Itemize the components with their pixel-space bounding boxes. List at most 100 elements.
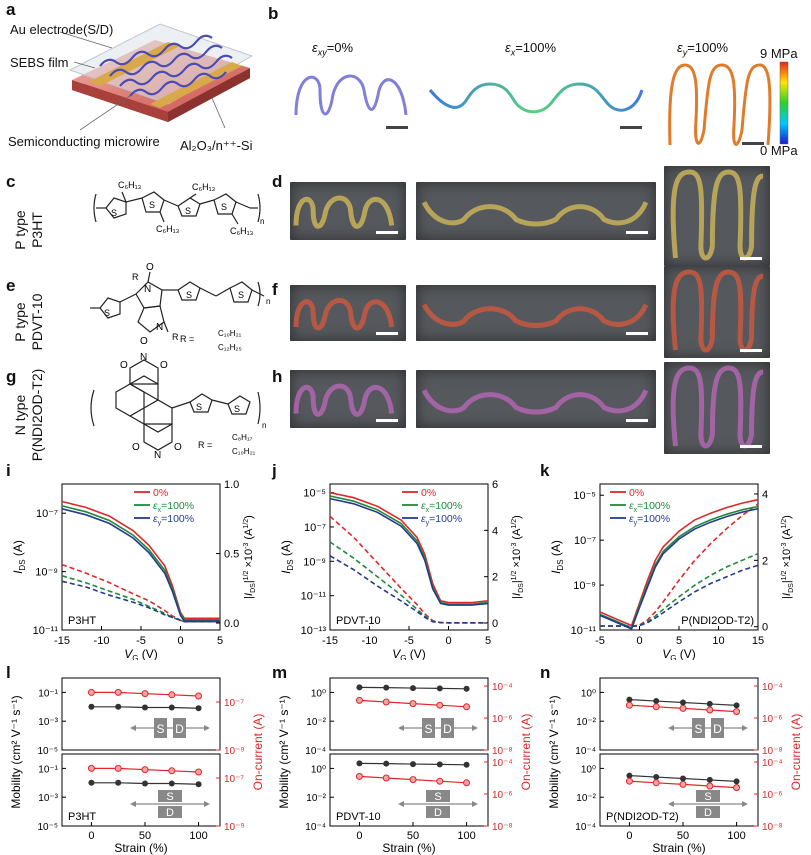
oncurrent-point (436, 701, 444, 709)
oncurrent-point (355, 772, 363, 780)
scale-bar (376, 419, 398, 422)
series-line-log (329, 495, 489, 605)
pdvt-atom-n-1: N (144, 284, 151, 295)
oncurrent-point (409, 776, 417, 784)
panel-label-j: j (272, 461, 277, 480)
material-label-ndi: N type P(NDI2OD-T2) (12, 365, 48, 465)
arrow-head-right (204, 725, 210, 731)
y-right-tick-label: 0.5 (224, 549, 239, 561)
x-axis-label: VG (V) (124, 647, 158, 660)
ndi-atom-n-2: N (154, 450, 161, 461)
y-right-tick-label: 2 (762, 555, 768, 567)
ndi-atom-o-4: O (174, 442, 182, 453)
y-right-tick-label: 0 (492, 618, 498, 630)
y-left-tick-label: 10⁻³ (38, 717, 58, 728)
mobility-point (383, 684, 390, 691)
pdvt-atom-s-2: S (186, 290, 192, 300)
series-line-sqrt (600, 552, 759, 628)
panel-label-b: b (268, 4, 279, 23)
y-right-axis-label: On-current (A) (519, 714, 533, 791)
fem-strain-maps (294, 61, 789, 146)
mobility-point (463, 761, 470, 768)
x-tick-label: 50 (139, 830, 151, 842)
source-label: S (694, 722, 702, 736)
x-tick-label: 0 (626, 830, 632, 842)
series-line-log (599, 507, 759, 630)
sub-c6h13-2: C₆H₁₃ (156, 224, 180, 234)
arrow-head-right (204, 801, 210, 807)
source-label: S (424, 722, 432, 736)
source-label: S (704, 791, 711, 803)
panel-label-g: g (6, 367, 17, 386)
fem-wire-y-stretched (668, 63, 772, 146)
scale-bar (740, 445, 762, 448)
y-left-tick-label: 10⁻¹¹ (33, 625, 59, 637)
oncurrent-point (436, 777, 444, 785)
atom-s-3: S (185, 206, 191, 216)
chart-mobility-p3ht: 10⁻⁵10⁻³10⁻¹10⁻⁹10⁻⁷S D10⁻⁵10⁻³10⁻¹10⁻⁹10… (9, 677, 265, 855)
substrate-side-front (72, 80, 168, 122)
series-line-log (329, 491, 489, 604)
mobility-point (653, 774, 660, 781)
y-left-tick-label: 10⁻⁵ (303, 488, 326, 500)
mobility-point (626, 772, 633, 779)
scale-bar (740, 349, 762, 352)
ndi-repeat-n: n (262, 421, 266, 430)
legend-label: εx=100% (153, 500, 194, 514)
y-right-tick-label: 10⁻⁴ (762, 758, 783, 769)
material-name: P3HT (68, 615, 96, 627)
oncurrent-point (625, 777, 633, 785)
arrow-head-left (398, 801, 404, 807)
oncurrent-point (463, 703, 471, 711)
repeat-n-p3ht: n (260, 217, 264, 226)
y-left-tick-label: 10⁻⁹ (303, 556, 326, 568)
strain-label-b1: εx=100% (505, 40, 557, 58)
oncurrent-point (652, 779, 660, 787)
series-line-log (61, 500, 220, 620)
arrow-head-left (668, 725, 674, 731)
arrow-head-right (742, 725, 748, 731)
scale-bar (740, 257, 762, 260)
microwire-f-y (670, 269, 764, 353)
y-right-axis-label: On-current (A) (789, 714, 803, 791)
source-pad (426, 790, 450, 802)
stress-colorbar (779, 61, 789, 145)
y-right-tick-label: 10⁻⁸ (762, 746, 783, 757)
x-tick-label: 100 (457, 830, 475, 842)
material-name: PDVT-10 (336, 811, 381, 823)
drain-pad (426, 806, 450, 818)
drain-label: D (166, 807, 174, 819)
micrograph-h-relaxed (290, 370, 406, 428)
y-left-tick-label: 10⁻⁴ (575, 822, 596, 833)
oncurrent-point (706, 706, 714, 714)
y-right-tick-label: 10⁻⁴ (492, 682, 513, 693)
plot-frame (329, 677, 489, 751)
mobility-point (88, 703, 95, 710)
x-tick-label: -15 (54, 635, 70, 647)
y-right-tick-label: 10⁻⁹ (224, 822, 245, 833)
y-left-tick-label: 10⁰ (311, 764, 326, 775)
x-axis-label: VG (V) (392, 647, 426, 660)
oncurrent-point (625, 701, 633, 709)
micrograph-d-x (416, 182, 656, 240)
mobility-point (706, 700, 713, 707)
y-left-axis-label: IDS (A) (279, 540, 295, 574)
atom-s-2: S (149, 200, 155, 210)
y-right-tick-label: 10⁻⁶ (492, 714, 513, 725)
y-right-axis-label: |IDS|1/2 ×10-3 (A1/2) (511, 515, 525, 599)
y-right-tick-label: 1.0 (224, 479, 239, 491)
label-semiconducting-microwire: Semiconducting microwire (8, 134, 160, 149)
y-left-tick-label: 10⁻⁵ (573, 490, 596, 502)
legend-label: εx=100% (629, 500, 670, 514)
x-tick-label: 100 (189, 830, 207, 842)
x-tick-label: 0 (177, 635, 183, 647)
x-tick-label: 5 (676, 635, 682, 647)
mobility-point (115, 703, 122, 710)
scale-bar (626, 332, 648, 335)
oncurrent-point (168, 767, 176, 775)
fem-wire-relaxed (294, 74, 408, 116)
source-pad (154, 718, 167, 738)
source-pad (696, 790, 720, 802)
scale-bar-b3 (742, 142, 764, 145)
